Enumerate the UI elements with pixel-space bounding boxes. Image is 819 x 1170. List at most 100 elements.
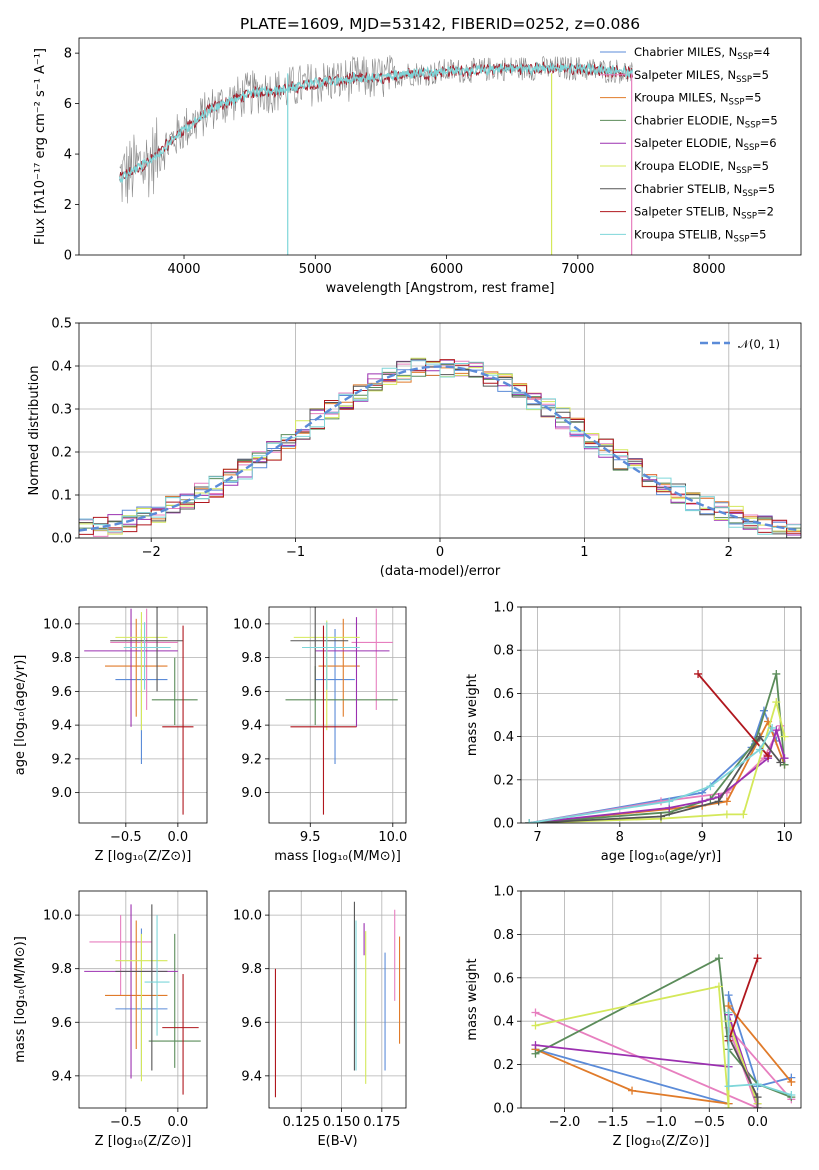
x-tick-label: 7	[533, 830, 541, 845]
legend-name: Kroupa MILES, N	[634, 91, 729, 105]
weight-line-kroupa-stelib	[727, 1012, 792, 1096]
x-axis-label: wavelength [Angstrom, rest frame]	[326, 281, 555, 296]
x-tick-label: 0.0	[747, 1115, 768, 1130]
weight-marker	[531, 1008, 540, 1017]
plot-area-age-vs-mass	[285, 607, 398, 815]
y-tick-label: 9.6	[51, 1016, 72, 1031]
weight-line-kroupa-elodie	[529, 698, 786, 823]
y-axis-label: age [log₁₀(age/yr)]	[13, 655, 28, 776]
axes-residual-histogram: −2 −1 0 1 2 0.0 0.1 0.2 0.3 0.4 0.5 (data-model)/er…	[27, 317, 802, 579]
weight-marker	[714, 954, 723, 963]
axes-frame	[78, 606, 208, 824]
weight-marker	[753, 1080, 762, 1089]
axes-frame	[268, 890, 407, 1109]
x-tick-label: −2	[142, 545, 161, 560]
weight-line-salpeter-elodie	[529, 726, 786, 823]
x-tick-label: 10	[776, 830, 793, 845]
y-tick-label: 0.6	[493, 971, 514, 986]
axes-frame	[78, 37, 802, 256]
weight-marker	[657, 812, 665, 821]
weight-marker	[755, 732, 764, 741]
y-tick-label: 9.8	[51, 651, 72, 666]
legend-subscript: SSP	[742, 189, 758, 199]
y-axis-label: mass [log₁₀(M/M⊙)]	[13, 936, 28, 1063]
x-tick-label: 0	[436, 545, 444, 560]
weight-marker	[753, 1093, 762, 1102]
weight-line-salpeter-stelib	[697, 673, 769, 757]
histogram-kroupa-stelib	[79, 360, 801, 535]
legend-subscript: SSP	[736, 75, 752, 85]
legend-name: Chabrier STELIB, N	[634, 182, 742, 196]
legend-subscript: SSP	[736, 166, 752, 176]
x-tick-label: 7000	[561, 262, 594, 277]
weight-marker	[694, 669, 703, 678]
x-tick-label: 9.5	[300, 830, 321, 845]
x-tick-label: 9	[698, 830, 706, 845]
legend-entry: Chabrier MILES, NSSP=4	[634, 45, 770, 62]
x-tick-label: 8	[616, 830, 624, 845]
legend-subscript: SSP	[745, 120, 761, 130]
weight-marker	[722, 810, 731, 819]
x-tick-label: −0.5	[693, 1115, 725, 1130]
y-tick-label: 10.0	[233, 909, 262, 924]
y-axis-label: mass weight	[465, 958, 480, 1040]
plot-area-age-vs-Z	[84, 607, 198, 815]
y-tick-label: 6	[64, 97, 72, 112]
y-tick-label: 0.8	[493, 928, 514, 943]
plot-area-residual-histogram	[79, 357, 801, 538]
weight-line-salpeter-miles	[529, 725, 782, 823]
y-tick-label: 10.0	[43, 617, 72, 632]
weight-marker	[525, 819, 534, 823]
legend-entry: Chabrier ELODIE, NSSP=5	[634, 113, 778, 130]
y-tick-label: 0.0	[51, 532, 72, 547]
y-tick-label: 9.4	[241, 1069, 262, 1084]
axes-spectrum: 4000 5000 6000 7000 8000 0 2 4 6 8 wavelength [Ang…	[33, 37, 802, 296]
weight-line-chabrier-elodie	[535, 956, 792, 1099]
x-tick-label: 2	[725, 545, 733, 560]
weight-marker	[772, 669, 781, 678]
legend-count: =5	[749, 227, 766, 241]
x-tick-label: 6000	[430, 262, 463, 277]
legend-name: Salpeter STELIB, N	[634, 205, 741, 219]
legend-entry: Salpeter STELIB, NSSP=2	[634, 205, 774, 222]
weight-marker	[665, 797, 674, 806]
y-tick-label: 0.0	[493, 817, 514, 832]
y-axis-label: Flux [fλ10⁻¹⁷ erg cm⁻² s⁻¹ A⁻¹]	[33, 48, 48, 245]
x-axis-label: Z [log₁₀(Z/Z⊙)]	[95, 1134, 192, 1149]
y-tick-label: 9.2	[51, 752, 72, 767]
y-tick-label: 0.4	[493, 730, 514, 745]
x-axis-label: E(B-V)	[317, 1134, 357, 1149]
y-tick-label: 10.0	[233, 617, 262, 632]
weight-line-kroupa-elodie	[535, 985, 759, 1108]
axes-mass-weight-vs-Z: −2.0 −1.5 −1.0 −0.5 0.0 0.0 0.2 0.4 0.6 0.8 1.0 Z […	[465, 885, 802, 1149]
y-tick-label: 9.8	[241, 962, 262, 977]
axes-frame	[520, 890, 802, 1109]
legend-entry: Salpeter ELODIE, NSSP=6	[634, 136, 777, 153]
weight-marker	[724, 991, 733, 1000]
legend-subscript: SSP	[734, 234, 750, 244]
weight-marker	[787, 1077, 796, 1086]
legend-subscript: SSP	[729, 98, 745, 108]
weight-marker	[772, 698, 781, 707]
legend-name: Kroupa ELODIE, N	[634, 159, 736, 173]
legend-name: Salpeter ELODIE, N	[634, 136, 744, 150]
y-tick-label: 0.6	[493, 687, 514, 702]
weight-marker	[724, 1008, 733, 1017]
y-tick-label: 0.2	[493, 1058, 514, 1073]
figure-title: PLATE=1609, MJD=53142, FIBERID=0252, z=0…	[240, 15, 640, 33]
legend-entry: Kroupa MILES, NSSP=5	[634, 91, 761, 108]
y-tick-label: 0.5	[51, 317, 72, 332]
weight-marker	[531, 1021, 540, 1030]
weight-marker	[531, 1041, 540, 1050]
weight-marker	[787, 1090, 796, 1099]
y-tick-label: 9.4	[51, 719, 72, 734]
legend-entry: 𝒩(0, 1)	[738, 337, 780, 351]
legend-subscript: SSP	[737, 52, 753, 62]
model-spectrum-kroupa-stelib	[119, 61, 633, 185]
weight-marker	[706, 782, 715, 791]
y-tick-label: 1.0	[493, 885, 514, 900]
x-axis-label: Z [log₁₀(Z/Z⊙)]	[95, 849, 192, 864]
x-tick-label: 0.175	[363, 1115, 400, 1130]
weight-marker	[755, 745, 764, 754]
